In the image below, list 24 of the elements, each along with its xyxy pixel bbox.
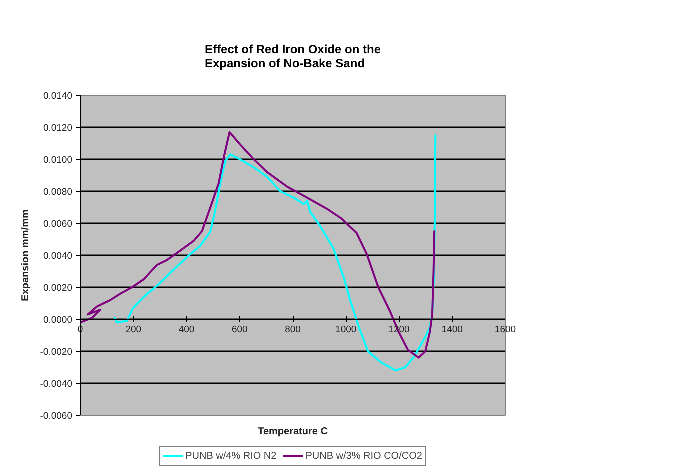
x-tick-label: 200 xyxy=(126,324,142,336)
y-tick-label: 0.0020 xyxy=(43,283,73,294)
legend-label: PUNB w/4% RIO N2 xyxy=(186,450,277,462)
y-tick-label: 0.0080 xyxy=(43,187,73,198)
x-tick-label: 600 xyxy=(232,324,248,336)
x-tick-label: 1600 xyxy=(494,324,516,336)
x-tick-label: 400 xyxy=(178,324,195,336)
y-tick-label: 0.0000 xyxy=(43,315,73,326)
y-tick-label: -0.0040 xyxy=(40,379,73,390)
y-tick-label: 0.0060 xyxy=(43,219,73,230)
chart-title: Effect of Red Iron Oxide on the Expansion of No-Bake Sand xyxy=(204,42,382,70)
y-tick-label: 0.0140 xyxy=(43,91,73,102)
y-tick-label: -0.0020 xyxy=(40,347,73,358)
x-tick-label: 1400 xyxy=(442,324,463,336)
x-tick-label: 800 xyxy=(285,324,301,336)
line-series xyxy=(114,134,437,372)
y-tick-label: 0.0100 xyxy=(43,155,73,166)
y-tick-label: -0.0060 xyxy=(40,411,73,422)
legend-label: PUNB w/3% RIO CO/CO2 xyxy=(306,450,422,462)
y-tick-label: 0.0120 xyxy=(43,123,73,134)
y-tick-label: 0.0040 xyxy=(43,251,73,262)
x-axis-title: Temperature C xyxy=(258,426,328,438)
y-axis-title: Expansion mm/mm xyxy=(20,210,32,302)
x-tick-label: 1000 xyxy=(336,324,357,336)
